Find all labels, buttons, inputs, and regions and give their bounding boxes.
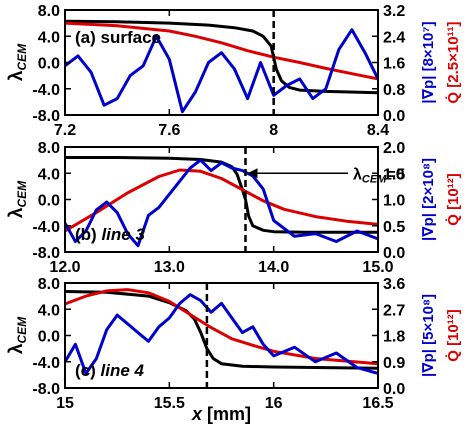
panel-3: -8.0 -4.0 0.0 4.0 8.0 0.0 0.9 1.8 2.7 3.6 15 15.5 16… bbox=[6, 276, 462, 424]
lambda-symbol: λ bbox=[6, 343, 27, 354]
x-tick-label: 7.6 bbox=[158, 122, 180, 139]
right-axis-label-heat: Q̇ [2.5×10¹¹] bbox=[445, 21, 462, 103]
right-axis-label-heat: Q̇ [10¹²] bbox=[445, 173, 462, 226]
panel-name: line 3 bbox=[101, 225, 145, 244]
right-tick-label: 0.0 bbox=[383, 108, 405, 125]
x-symbol: x bbox=[191, 404, 203, 424]
panel-letter: (a) bbox=[75, 28, 101, 47]
panel-letter: (c) bbox=[75, 361, 101, 380]
x-axis-label: x [mm] bbox=[191, 404, 251, 424]
panel-1: -8.0 -4.0 0.0 4.0 8.0 0.0 0.8 1.6 2.4 3.2 7.2 7.6 8 8… bbox=[6, 3, 462, 139]
right-tick-label: 0.0 bbox=[383, 245, 405, 262]
left-tick-label: -8.0 bbox=[32, 108, 60, 125]
lambda-subscript: CEM bbox=[15, 180, 29, 208]
pressure-gradient-line bbox=[65, 158, 378, 248]
left-tick-label: 8.0 bbox=[38, 276, 60, 293]
left-tick-label: 4.0 bbox=[38, 302, 60, 319]
left-tick-label: 8.0 bbox=[38, 140, 60, 157]
x-tick-label: 8.4 bbox=[367, 122, 389, 139]
panel-label: (b) line 3 bbox=[75, 225, 145, 244]
right-tick-label: 1.8 bbox=[383, 329, 405, 346]
left-tick-label: 0.0 bbox=[38, 329, 60, 346]
right-tick-label: 2.4 bbox=[383, 29, 405, 46]
left-axis-label: λCEM bbox=[6, 180, 29, 218]
x-tick-label: 15.0 bbox=[362, 259, 393, 276]
panel-name: line 4 bbox=[101, 361, 145, 380]
panel-letter: (b) bbox=[75, 225, 101, 244]
annotation-lambda: λ bbox=[353, 166, 362, 183]
annotation-subscript: CEM bbox=[362, 173, 387, 185]
lambda-symbol: λ bbox=[6, 207, 27, 218]
heat-release-line bbox=[65, 21, 378, 81]
lambda-subscript: CEM bbox=[15, 316, 29, 344]
panel-name: surface bbox=[101, 28, 161, 47]
right-tick-label: 1.0 bbox=[383, 193, 405, 210]
left-tick-label: -4.0 bbox=[32, 355, 60, 372]
left-axis-label: λCEM bbox=[6, 316, 29, 354]
right-tick-label: 0.9 bbox=[383, 355, 405, 372]
lambda-subscript: CEM bbox=[15, 43, 29, 71]
x-tick-label: 12.0 bbox=[49, 259, 80, 276]
pressure-gradient-line bbox=[65, 293, 378, 375]
x-unit: [mm] bbox=[202, 404, 251, 424]
x-tick-label: 14.0 bbox=[258, 259, 289, 276]
x-tick-label: 16 bbox=[265, 395, 283, 412]
x-tick-label: 16.5 bbox=[362, 395, 393, 412]
annotation-arrow-head bbox=[247, 168, 258, 179]
right-tick-label: 0.5 bbox=[383, 219, 405, 236]
right-tick-label: 2.0 bbox=[383, 140, 405, 157]
left-tick-label: 4.0 bbox=[38, 29, 60, 46]
right-tick-label: 3.6 bbox=[383, 276, 405, 293]
panel-2: -8.0 -4.0 0.0 4.0 8.0 0.0 0.5 1.0 1.5 2.0 12.0 13.0… bbox=[6, 140, 462, 276]
annotation-value: =0 bbox=[386, 166, 404, 183]
left-axis-label: λCEM bbox=[6, 43, 29, 81]
lambda-cem-line bbox=[65, 290, 378, 370]
heat-release-line bbox=[65, 288, 378, 366]
right-axis-label-pressure: |∇p| [2×10⁸] bbox=[420, 158, 437, 241]
heat-release-line bbox=[65, 168, 378, 233]
left-tick-label: 0.0 bbox=[38, 193, 60, 210]
panel-label: (a) surface bbox=[75, 28, 161, 47]
right-axis-label-pressure: |∇p| [5×10⁸] bbox=[420, 294, 437, 377]
left-tick-label: -4.0 bbox=[32, 82, 60, 99]
right-tick-label: 0.8 bbox=[383, 82, 405, 99]
right-axis-label-pressure: |∇p| [8×10⁷] bbox=[420, 21, 437, 103]
right-tick-label: 3.2 bbox=[383, 3, 405, 20]
left-tick-label: -4.0 bbox=[32, 219, 60, 236]
lambda-cem-line bbox=[65, 19, 378, 95]
lambda-symbol: λ bbox=[6, 70, 27, 81]
x-tick-label: 8 bbox=[269, 122, 278, 139]
left-tick-label: 4.0 bbox=[38, 166, 60, 183]
left-tick-label: 8.0 bbox=[38, 3, 60, 20]
panel-label: (c) line 4 bbox=[75, 361, 145, 380]
right-tick-label: 0.0 bbox=[383, 381, 405, 398]
x-tick-label: 15 bbox=[56, 395, 74, 412]
left-tick-label: 0.0 bbox=[38, 56, 60, 73]
pressure-gradient-line bbox=[65, 28, 378, 114]
left-tick-label: -8.0 bbox=[32, 245, 60, 262]
left-tick-label: -8.0 bbox=[32, 381, 60, 398]
right-tick-label: 1.5 bbox=[383, 166, 405, 183]
right-tick-label: 2.7 bbox=[383, 302, 405, 319]
x-tick-label: 7.2 bbox=[54, 122, 76, 139]
right-tick-label: 1.6 bbox=[383, 56, 405, 73]
annotation-text: λCEM=0 bbox=[353, 166, 405, 185]
right-axis-label-heat: Q̇ [10¹²] bbox=[445, 309, 462, 362]
x-tick-label: 13.0 bbox=[154, 259, 185, 276]
lambda-cem-line bbox=[65, 156, 378, 234]
x-tick-label: 15.5 bbox=[154, 395, 185, 412]
